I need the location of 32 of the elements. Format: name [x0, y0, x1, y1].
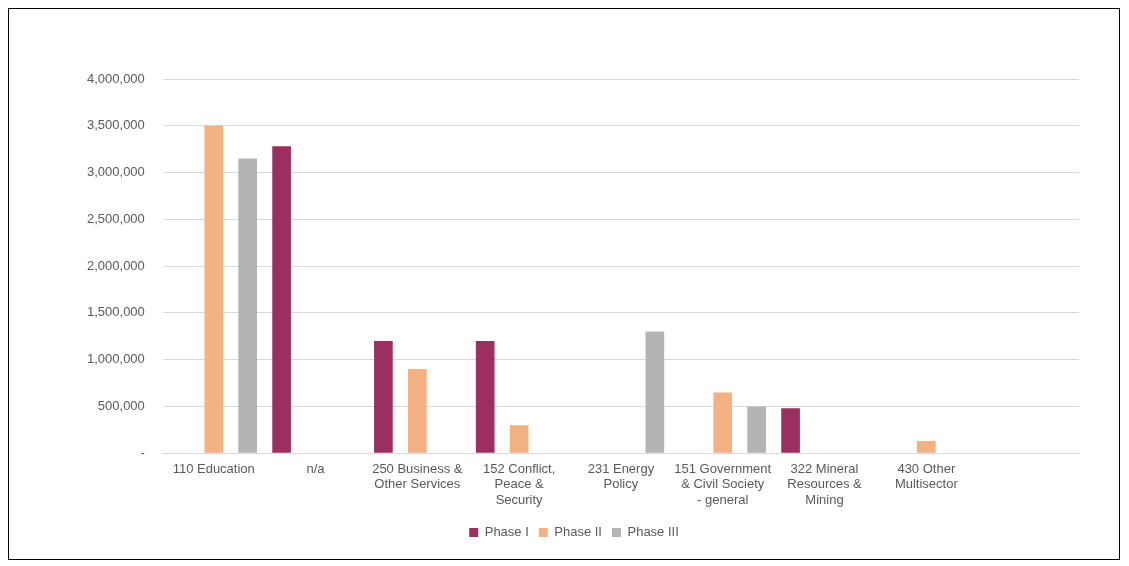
x-tick-label: 322 Mineral Resources & Mining [787, 460, 863, 507]
bar [475, 340, 495, 453]
bar [238, 158, 257, 453]
y-tick-label: - [140, 444, 145, 460]
bar [374, 340, 393, 453]
x-tick-label: n/a [306, 460, 326, 476]
y-tick-label: 2,000,000 [86, 257, 145, 273]
legend-label: Phase II [554, 524, 602, 540]
y-tick-label: 1,500,000 [86, 304, 145, 320]
x-tick-label: 430 Other Multisector [894, 460, 959, 492]
bar [407, 369, 427, 453]
x-tick-label: 151 Government & Civil Society - general [674, 460, 772, 507]
y-tick-label: 2,500,000 [86, 210, 145, 226]
bar [272, 146, 291, 453]
y-tick-label: 1,000,000 [86, 351, 145, 367]
legend-label: Phase I [484, 524, 529, 540]
x-tick-label: 250 Business & Other Services [372, 460, 463, 492]
bar [204, 125, 224, 453]
bar [645, 331, 665, 453]
bar [781, 408, 800, 453]
bar [713, 392, 733, 453]
y-tick-label: 3,500,000 [86, 117, 145, 133]
y-tick-label: 3,000,000 [86, 164, 145, 180]
x-tick-label: 110 Education [172, 460, 255, 476]
x-tick-label: 152 Conflict, Peace & Security [482, 460, 556, 507]
y-tick-label: 4,000,000 [86, 70, 145, 86]
bar [916, 441, 936, 453]
y-tick-label: 500,000 [97, 398, 145, 413]
x-tick-label: 231 Energy Policy [587, 460, 655, 492]
bar [509, 425, 529, 453]
bar [747, 406, 766, 453]
legend-label: Phase III [627, 524, 679, 540]
